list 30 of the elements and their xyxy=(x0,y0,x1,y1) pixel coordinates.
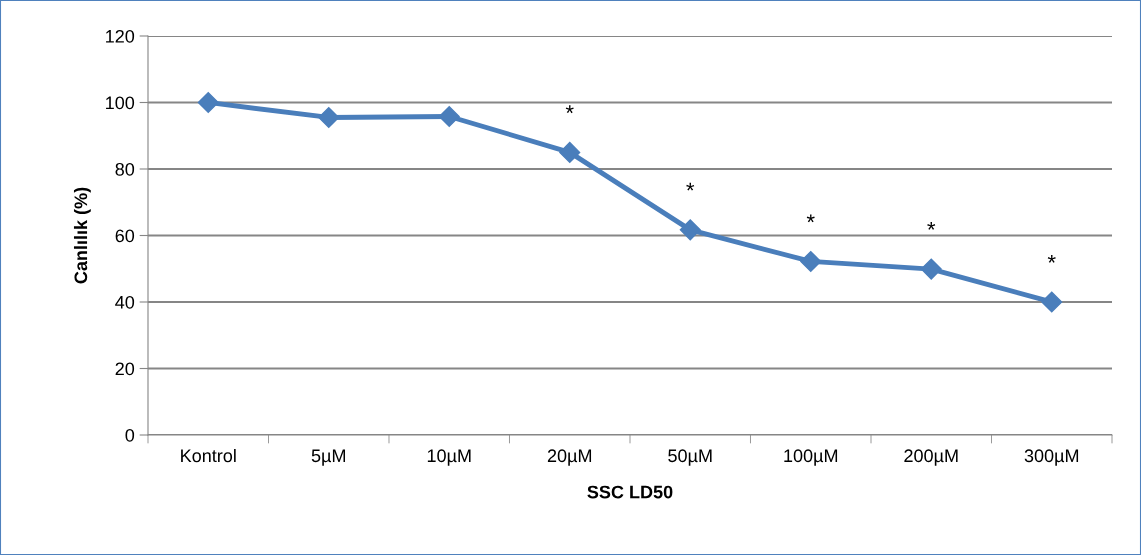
y-axis-title: Canlılık (%) xyxy=(73,187,91,284)
annotation: * xyxy=(565,105,574,114)
point xyxy=(197,91,219,114)
annotation: * xyxy=(686,182,695,191)
annotation: * xyxy=(927,222,936,230)
point xyxy=(800,250,822,272)
x-tick-label: 10µM xyxy=(427,449,471,466)
point xyxy=(1041,291,1063,313)
y-tick-label: 0 xyxy=(125,428,135,442)
x-tick-label: 100µM xyxy=(784,449,838,466)
y-tick-label: 80 xyxy=(115,162,135,176)
x-tick-label: 300µM xyxy=(1024,449,1079,466)
x-axis-title: SSC LD50 xyxy=(587,485,673,499)
annotation: * xyxy=(1047,254,1056,263)
point xyxy=(679,219,701,241)
point xyxy=(920,258,942,280)
x-tick-label: 50µM xyxy=(668,449,712,466)
y-tick-label: 60 xyxy=(115,229,135,243)
x-tick-label: Kontrol xyxy=(181,448,236,463)
point xyxy=(559,141,581,163)
y-tick-label: 20 xyxy=(115,362,135,376)
x-tick-label: 20µM xyxy=(547,449,592,466)
y-tick-label: 100 xyxy=(106,96,135,110)
point xyxy=(438,105,460,127)
annotation: * xyxy=(806,214,815,223)
x-tick-label: 200µM xyxy=(904,449,958,466)
y-tick-label: 40 xyxy=(115,295,135,309)
x-tick-label: 5µM xyxy=(311,449,346,466)
y-tick-label: 120 xyxy=(106,29,135,43)
point xyxy=(318,106,340,128)
